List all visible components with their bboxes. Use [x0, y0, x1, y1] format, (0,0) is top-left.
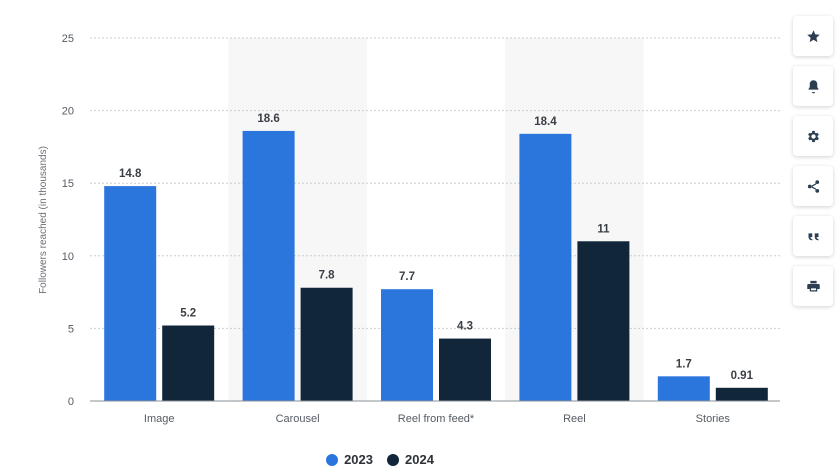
share-button[interactable] [793, 166, 833, 206]
bar-2024-reel-from-feed-[interactable] [439, 338, 491, 401]
legend-item-2023[interactable]: 2023 [326, 452, 373, 467]
bar-chart: 0 5 10 15 20 25 14.8 5.2 18.6 7.8 7.7 4.3 18.4 11 1.7… [38, 33, 780, 425]
bar-2023-stories[interactable] [657, 376, 710, 401]
y-tick-label: 15 [62, 178, 74, 190]
bell-icon [808, 79, 818, 93]
x-tick-label: Carousel [276, 413, 320, 425]
star-icon [806, 29, 820, 42]
y-tick-label: 20 [62, 106, 74, 118]
print-icon [806, 280, 820, 291]
notifications-button[interactable] [793, 66, 833, 106]
data-label: 4.3 [457, 321, 473, 333]
favorite-button[interactable] [793, 16, 833, 56]
data-label: 1.7 [676, 358, 692, 370]
data-label: 7.7 [399, 271, 415, 283]
data-label: 7.8 [319, 270, 336, 282]
data-label: 11 [597, 223, 610, 235]
data-label: 18.4 [534, 116, 557, 128]
y-tick-label: 25 [62, 33, 74, 45]
bar-2024-stories[interactable] [715, 387, 768, 401]
bar-2023-image[interactable] [104, 186, 157, 401]
data-label: 18.6 [257, 113, 279, 125]
legend-label-2024: 2024 [405, 452, 434, 467]
bar-2024-carousel[interactable] [300, 287, 353, 401]
cite-button[interactable] [793, 216, 833, 256]
x-tick-label: Image [144, 413, 175, 425]
legend-item-2024[interactable]: 2024 [387, 452, 434, 467]
print-button[interactable] [793, 266, 833, 306]
x-tick-label: Stories [696, 413, 731, 425]
legend-dot-2024 [387, 453, 399, 466]
legend: 2023 2024 [0, 452, 760, 467]
settings-button[interactable] [793, 116, 833, 156]
x-tick-label: Reel from feed* [398, 413, 475, 425]
bar-2023-reel[interactable] [519, 133, 572, 401]
gear-icon [807, 130, 819, 142]
y-tick-label: 10 [62, 251, 74, 263]
data-label: 0.91 [731, 370, 754, 382]
chart-toolbar [793, 16, 833, 306]
y-axis-label: Followers reached (in thousands) [38, 146, 49, 294]
data-label: 5.2 [180, 307, 196, 319]
share-icon [807, 179, 819, 193]
data-label: 14.8 [119, 168, 142, 180]
x-tick-label: Reel [563, 413, 586, 425]
legend-label-2023: 2023 [344, 452, 373, 467]
bar-2024-reel[interactable] [577, 241, 630, 401]
y-tick-label: 0 [68, 396, 74, 408]
bar-2023-carousel[interactable] [242, 130, 295, 402]
bar-2024-image[interactable] [162, 325, 215, 401]
legend-dot-2023 [326, 453, 339, 466]
y-tick-label: 5 [68, 323, 74, 335]
bar-2023-reel-from-feed-[interactable] [381, 289, 433, 401]
quote-icon [808, 232, 818, 240]
